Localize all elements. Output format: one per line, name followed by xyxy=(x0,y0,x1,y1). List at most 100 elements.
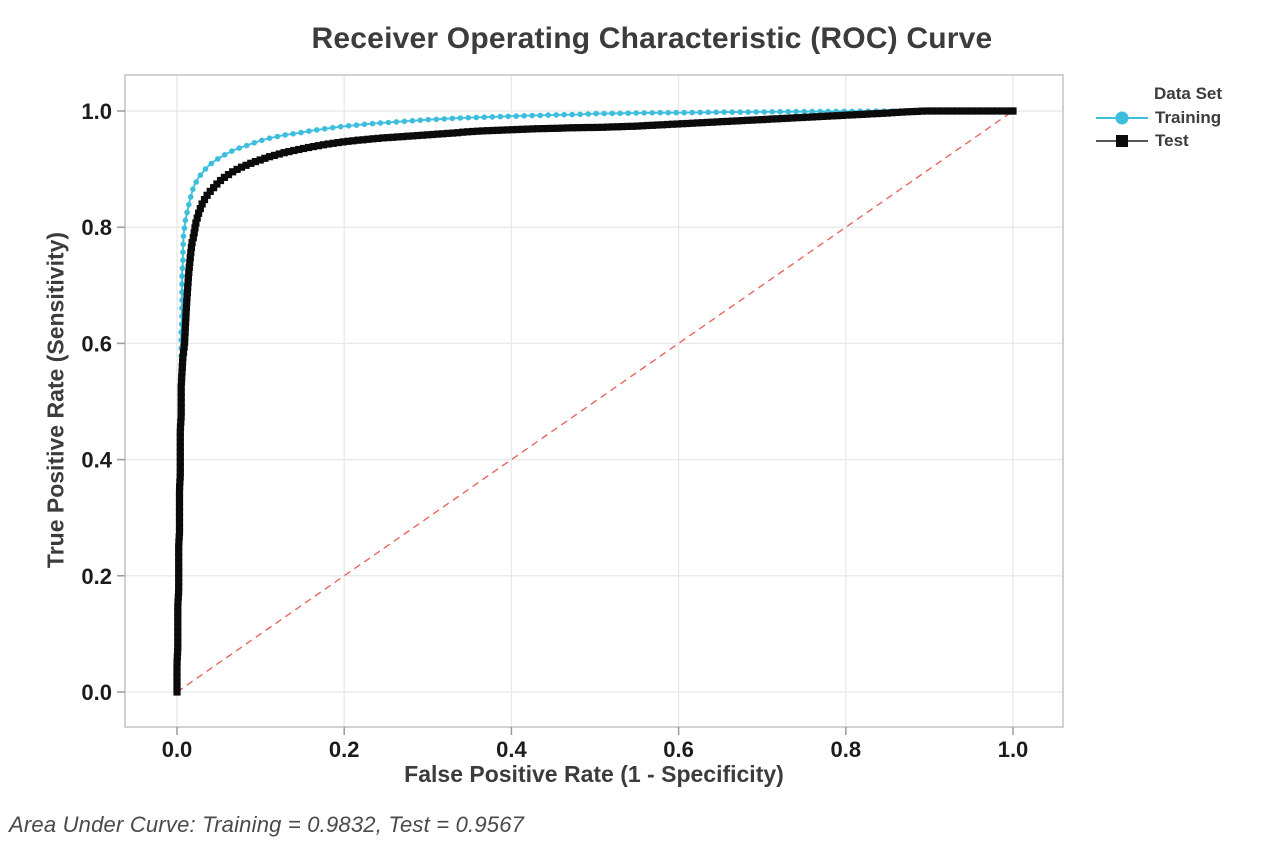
training-point xyxy=(761,109,767,115)
test-point xyxy=(643,121,652,130)
test-point xyxy=(237,163,246,171)
test-point xyxy=(788,114,796,122)
test-point xyxy=(256,156,264,164)
test-point xyxy=(389,133,397,141)
test-point xyxy=(768,115,776,123)
legend-row-training: Training xyxy=(1096,106,1222,129)
test-point xyxy=(673,120,682,128)
test-point xyxy=(186,253,194,262)
test-point xyxy=(663,120,672,129)
training-point xyxy=(553,112,559,118)
test-point xyxy=(544,124,552,133)
training-point xyxy=(769,109,775,115)
test-point xyxy=(738,117,746,125)
test-point xyxy=(359,136,367,144)
test-point xyxy=(176,458,184,466)
test-point xyxy=(539,125,547,133)
series-markers-training xyxy=(175,108,924,695)
test-point xyxy=(216,176,225,185)
test-point xyxy=(594,123,602,131)
test-point xyxy=(459,128,467,136)
test-point xyxy=(604,123,612,131)
test-point xyxy=(175,508,184,516)
test-point xyxy=(464,128,472,136)
training-point xyxy=(465,114,472,121)
test-point xyxy=(177,403,185,411)
training-point xyxy=(321,126,328,132)
test-point xyxy=(187,243,195,252)
test-point xyxy=(242,161,250,169)
test-point xyxy=(175,558,183,566)
training-point xyxy=(290,131,296,137)
training-point xyxy=(345,123,352,129)
test-point xyxy=(933,107,941,115)
test-point xyxy=(266,153,274,161)
test-point xyxy=(175,543,183,551)
training-point xyxy=(433,116,440,123)
training-point xyxy=(657,109,663,116)
training-point xyxy=(282,132,289,138)
test-point xyxy=(174,613,182,621)
test-point xyxy=(494,126,502,134)
training-point xyxy=(689,109,695,116)
training-point xyxy=(681,109,687,116)
test-point xyxy=(1009,107,1017,115)
training-point xyxy=(179,265,186,272)
training-point xyxy=(197,172,204,178)
test-point xyxy=(200,196,209,204)
test-point xyxy=(176,433,184,441)
test-point xyxy=(295,145,303,154)
test-point xyxy=(309,143,317,151)
test-point xyxy=(828,112,836,120)
test-point xyxy=(833,112,841,120)
test-point xyxy=(179,348,188,356)
test-point xyxy=(175,503,184,511)
test-point xyxy=(183,293,191,301)
test-point xyxy=(953,107,961,115)
test-point xyxy=(290,146,298,155)
test-point xyxy=(175,568,183,576)
training-point xyxy=(785,108,791,115)
test-point xyxy=(449,129,457,137)
training-point xyxy=(505,113,512,120)
y-axis-label: True Positive Rate (Sensitivity) xyxy=(42,231,69,569)
test-point xyxy=(185,268,193,276)
training-point xyxy=(180,241,186,247)
test-point xyxy=(285,148,293,156)
test-point xyxy=(210,184,218,192)
test-point xyxy=(174,643,182,651)
test-point xyxy=(479,127,487,135)
test-point xyxy=(182,318,190,326)
training-point xyxy=(601,110,607,117)
training-point xyxy=(186,201,192,208)
test-point xyxy=(653,121,662,129)
test-point xyxy=(519,125,527,133)
training-point xyxy=(569,111,575,118)
x-axis-label: False Positive Rate (1 - Specificity) xyxy=(404,761,784,787)
training-point xyxy=(202,166,209,172)
training-point xyxy=(537,112,543,119)
test-point xyxy=(574,124,582,132)
y-tick-label: 0.8 xyxy=(81,215,112,240)
test-point xyxy=(175,588,183,596)
test-point xyxy=(554,124,562,132)
test-point xyxy=(534,125,542,133)
training-point xyxy=(793,108,799,115)
training-point xyxy=(251,140,258,146)
test-point xyxy=(454,129,462,137)
x-tick-label: 1.0 xyxy=(998,737,1029,762)
test-point xyxy=(858,110,866,118)
training-point xyxy=(697,109,703,116)
test-point xyxy=(173,673,181,681)
test-point xyxy=(1003,107,1011,115)
test-point xyxy=(177,388,185,396)
test-point xyxy=(329,139,337,147)
test-point xyxy=(718,118,726,126)
test-point xyxy=(193,214,201,222)
test-point xyxy=(399,133,407,141)
test-point xyxy=(898,108,906,116)
training-point xyxy=(705,109,711,116)
training-point xyxy=(274,133,281,140)
test-point xyxy=(174,623,182,631)
training-point xyxy=(665,109,671,116)
